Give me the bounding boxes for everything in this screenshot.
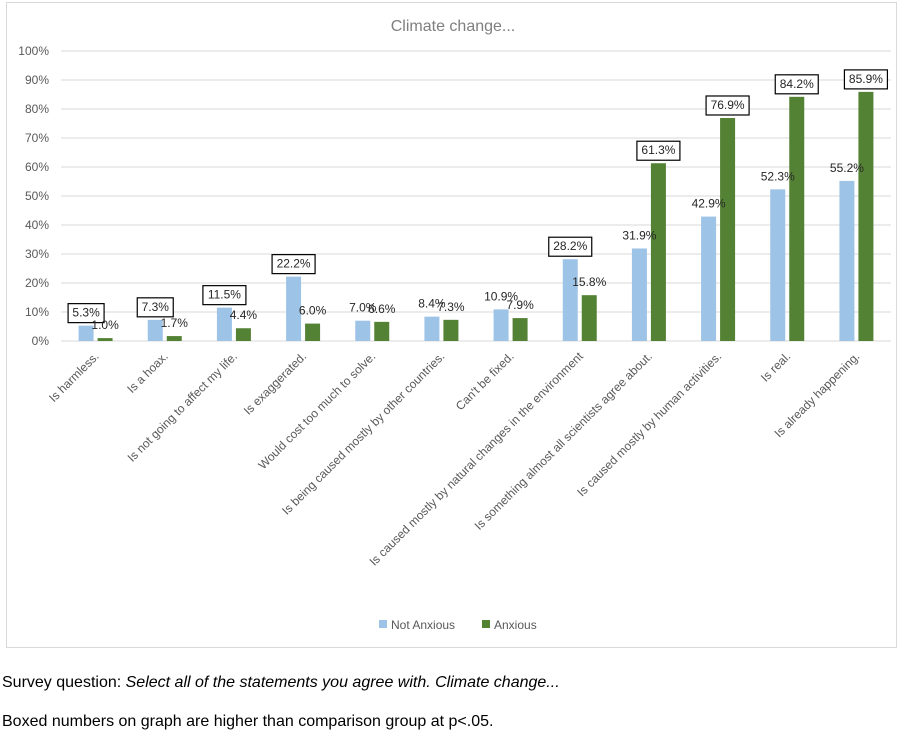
bar-anxious (374, 321, 390, 341)
significance-box (774, 74, 819, 95)
significance-box (136, 297, 174, 318)
legend-label-anxious: Anxious (494, 618, 537, 632)
x-category-label: Is exaggerated. (241, 349, 309, 417)
bar-not-anxious (78, 325, 94, 341)
bar-not-anxious (631, 248, 647, 341)
data-label: 52.3% (761, 169, 795, 183)
bar-not-anxious (424, 316, 440, 341)
data-label: 10.9% (484, 289, 518, 303)
data-label: 85.9% (849, 72, 883, 86)
y-tick-label: 80% (25, 102, 49, 116)
data-label: 55.2% (830, 161, 864, 175)
significance-box (202, 285, 247, 306)
data-label: 5.3% (72, 306, 100, 320)
data-label: 22.2% (277, 257, 311, 271)
legend-label-not-anxious: Not Anxious (391, 618, 455, 632)
bar-anxious (512, 318, 528, 341)
data-label: 1.7% (161, 316, 189, 330)
bar-anxious (581, 295, 597, 341)
x-category-label: Is being caused mostly by other countrie… (279, 349, 447, 517)
legend-swatch-not-anxious (379, 620, 387, 628)
bar-not-anxious (216, 307, 232, 341)
data-label: 61.3% (641, 143, 675, 157)
bar-anxious (789, 96, 805, 341)
bar-anxious (720, 117, 736, 342)
bar-anxious (166, 336, 182, 341)
y-tick-label: 10% (25, 305, 49, 319)
data-label: 7.9% (506, 298, 534, 312)
data-label: 15.8% (572, 275, 606, 289)
chart-title: Climate change... (391, 18, 516, 35)
bar-anxious (858, 91, 874, 341)
data-label: 7.3% (437, 300, 465, 314)
bar-anxious (650, 163, 666, 341)
bar-not-anxious (839, 180, 855, 341)
significance-note: Boxed numbers on graph are higher than c… (2, 713, 494, 730)
x-category-label: Is not going to affect my life. (125, 349, 240, 464)
data-label: 31.9% (622, 228, 656, 242)
x-category-label: Is harmless. (46, 349, 102, 405)
bar-not-anxious (355, 320, 371, 341)
data-label: 8.4% (418, 297, 446, 311)
survey-question-caption: Survey question: Select all of the state… (2, 674, 560, 692)
survey-question-prefix: Survey question: (2, 674, 126, 691)
bar-not-anxious (562, 259, 578, 341)
significance-box (843, 69, 889, 90)
data-label: 84.2% (780, 77, 814, 91)
bar-anxious (305, 323, 321, 341)
data-label: 76.9% (711, 98, 745, 112)
chart-frame: Climate change... 0% 10% 20% 30% 40% 50% 60% 70%… (6, 2, 897, 648)
significance-box (548, 236, 593, 257)
x-category-label: Would cost too much to solve. (255, 349, 378, 472)
y-tick-label: 40% (25, 218, 49, 232)
y-tick-label: 70% (25, 131, 49, 145)
data-label: 28.2% (553, 239, 587, 253)
x-category-label: Is a hoax. (124, 349, 171, 396)
data-label: 42.9% (692, 197, 726, 211)
legend-swatch-anxious (482, 620, 490, 628)
y-tick-label: 100% (18, 44, 49, 58)
bar-anxious (235, 328, 251, 341)
y-tick-label: 20% (25, 276, 49, 290)
y-tick-label: 0% (32, 334, 50, 348)
bar-not-anxious (493, 309, 509, 341)
y-tick-label: 90% (25, 73, 49, 87)
survey-question-text: Select all of the statements you agree w… (125, 674, 560, 691)
data-label: 7.0% (349, 301, 377, 315)
y-tick-label: 50% (25, 189, 49, 203)
bar-not-anxious (701, 216, 717, 341)
data-label: 1.0% (91, 318, 119, 332)
x-category-label: Can't be fixed. (453, 349, 517, 413)
significance-box (67, 303, 105, 324)
bar-not-anxious (770, 189, 786, 341)
significance-box (271, 254, 316, 275)
data-label: 7.3% (142, 300, 170, 314)
x-category-label: Is caused mostly by human activities. (574, 349, 724, 499)
bar-not-anxious (286, 276, 302, 341)
significance-box (705, 95, 750, 116)
data-label: 4.4% (230, 308, 258, 322)
bar-anxious (443, 319, 459, 341)
data-label: 6.6% (368, 302, 396, 316)
bar-anxious (97, 338, 113, 341)
y-tick-label: 60% (25, 160, 49, 174)
data-label: 6.0% (299, 304, 327, 318)
significance-box (636, 140, 681, 161)
y-tick-label: 30% (25, 247, 49, 261)
data-label: 11.5% (208, 288, 241, 302)
x-category-label: Is real. (758, 349, 793, 384)
bar-chart: Climate change... 0% 10% 20% 30% 40% 50% 60% 70%… (18, 18, 891, 632)
bar-not-anxious (147, 319, 163, 341)
